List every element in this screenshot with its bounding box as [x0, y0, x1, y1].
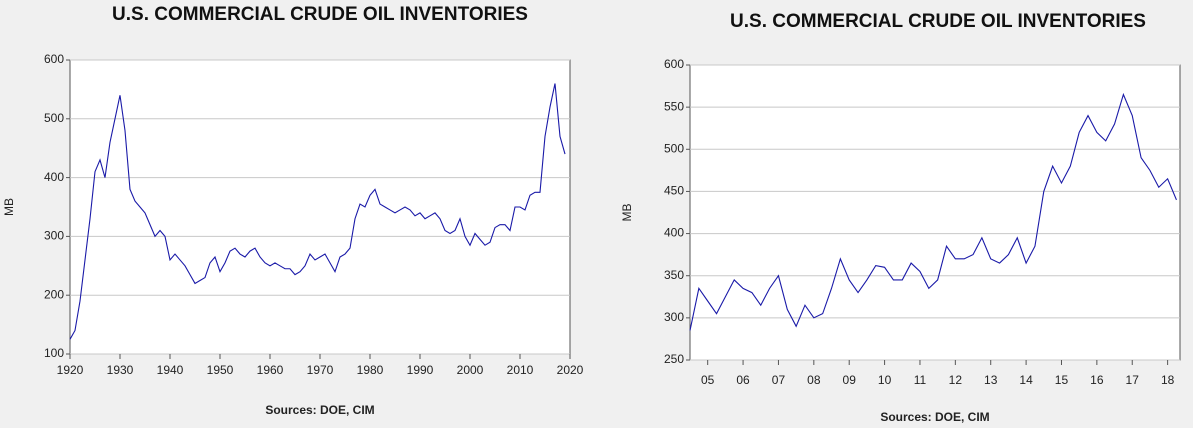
plot-area: [69, 59, 571, 355]
y-tick-label: 550: [664, 99, 684, 113]
x-tick-label: 15: [1055, 373, 1069, 387]
x-tick-label: 2010: [507, 363, 534, 377]
x-tick-label: 1970: [307, 363, 334, 377]
x-tick-label: 1980: [357, 363, 384, 377]
y-tick-label: 100: [44, 346, 64, 360]
x-tick-label: 17: [1126, 373, 1140, 387]
chart-title: U.S. COMMERCIAL CRUDE OIL INVENTORIES: [730, 11, 1146, 32]
data-line: [69, 83, 566, 340]
x-tick-label: 05: [701, 373, 715, 387]
x-tick-label: 1940: [157, 363, 184, 377]
y-tick-label: 500: [664, 141, 684, 155]
x-tick-label: 1990: [407, 363, 434, 377]
x-tick-label: 1960: [257, 363, 284, 377]
x-tick-label: 18: [1161, 373, 1175, 387]
x-tick-label: 12: [949, 373, 963, 387]
y-tick-label: 600: [44, 52, 64, 66]
y-tick-label: 300: [44, 229, 64, 243]
x-tick-label: 07: [772, 373, 786, 387]
source-note: Sources: DOE, CIM: [880, 410, 989, 424]
chart-title: U.S. COMMERCIAL CRUDE OIL INVENTORIES: [112, 4, 528, 25]
x-tick-label: 09: [843, 373, 857, 387]
x-tick-label: 11: [914, 373, 927, 387]
y-tick-label: 500: [44, 111, 64, 125]
x-tick-label: 1920: [57, 363, 84, 377]
y-tick-label: 250: [664, 352, 684, 366]
y-tick-label: 400: [664, 226, 684, 240]
y-axis-label: MB: [2, 198, 16, 216]
y-axis-label: MB: [620, 204, 634, 222]
plot-area: [689, 64, 1181, 361]
y-tick-label: 300: [664, 310, 684, 324]
x-tick-label: 16: [1090, 373, 1104, 387]
y-tick-label: 450: [664, 184, 684, 198]
x-tick-label: 2000: [457, 363, 484, 377]
y-tick-label: 600: [664, 57, 684, 71]
y-tick-label: 200: [44, 287, 64, 301]
x-tick-label: 13: [984, 373, 998, 387]
y-tick-label: 400: [44, 170, 64, 184]
x-tick-label: 06: [736, 373, 750, 387]
x-tick-label: 14: [1019, 373, 1033, 387]
y-tick-label: 350: [664, 268, 684, 282]
x-tick-label: 08: [807, 373, 821, 387]
data-line: [689, 92, 1177, 331]
x-tick-label: 10: [878, 373, 892, 387]
x-tick-label: 1950: [207, 363, 234, 377]
x-tick-label: 1930: [107, 363, 134, 377]
source-note: Sources: DOE, CIM: [265, 403, 374, 417]
x-tick-label: 2020: [557, 363, 584, 377]
